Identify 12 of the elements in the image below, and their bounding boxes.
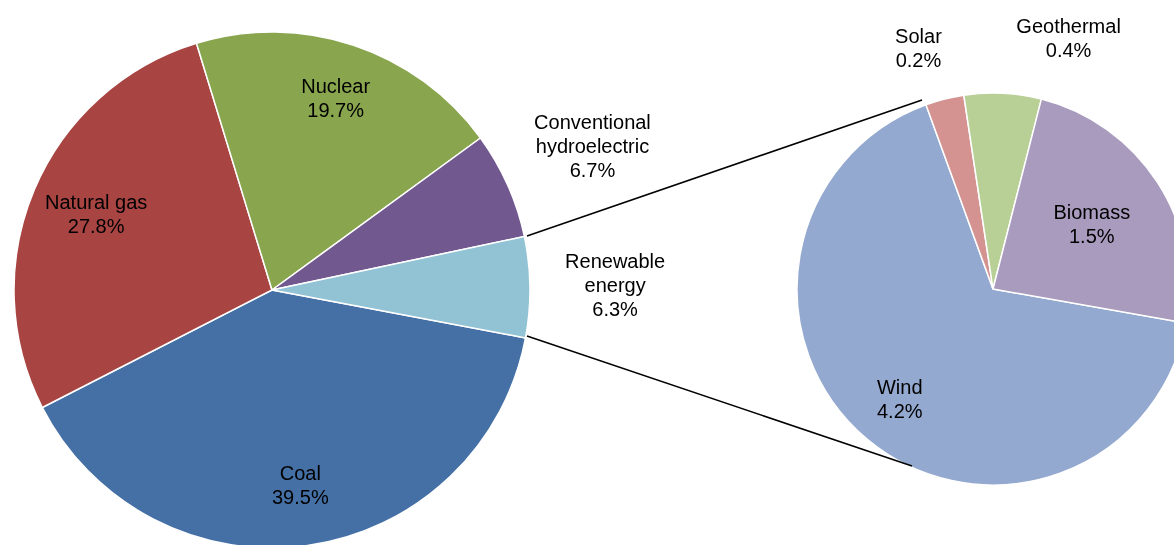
slice-label: Coal	[279, 462, 321, 485]
data-label: 0.2%	[895, 48, 942, 71]
data-label: 19.7%	[307, 98, 365, 121]
data-label: 1.5%	[1068, 224, 1115, 247]
data-label: 27.8%	[67, 215, 125, 238]
data-label: 39.5%	[271, 486, 329, 509]
slice-label: Solar	[895, 24, 943, 47]
data-label: 0.4%	[1045, 39, 1092, 62]
slice-label: Natural gas	[45, 191, 148, 214]
slice-label: Biomass	[1053, 200, 1131, 223]
slice-label: Nuclear	[301, 74, 371, 97]
slice-label: Geothermal	[1016, 15, 1121, 38]
